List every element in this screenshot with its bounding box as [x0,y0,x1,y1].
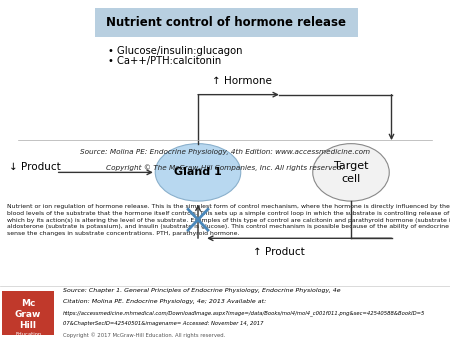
Text: Gland 1: Gland 1 [174,167,222,177]
Ellipse shape [160,147,236,198]
Text: Copyright © The McGraw-Hill Companies, Inc. All rights reserved.: Copyright © The McGraw-Hill Companies, I… [106,164,344,171]
Text: Nutrient or ion regulation of hormone release. This is the simplest form of cont: Nutrient or ion regulation of hormone re… [7,204,450,236]
Text: • Glucose/insulin:glucagon: • Glucose/insulin:glucagon [108,46,243,56]
Ellipse shape [184,163,212,182]
FancyBboxPatch shape [2,291,54,335]
Ellipse shape [168,152,228,192]
Text: Education: Education [15,332,41,337]
Text: Target
cell: Target cell [334,161,368,184]
Text: 07&ChapterSecID=42540501&imagename= Accessed: November 14, 2017: 07&ChapterSecID=42540501&imagename= Acce… [63,321,264,327]
Ellipse shape [313,144,389,201]
Ellipse shape [176,158,220,187]
Text: Citation: Molina PE. Endocrine Physiology, 4e; 2013 Available at:: Citation: Molina PE. Endocrine Physiolog… [63,299,266,304]
Text: ↑ Product: ↑ Product [253,247,305,257]
Ellipse shape [178,159,218,186]
Text: Source: Molina PE: Endocrine Physiology, 4th Edition: www.accessmedicine.com: Source: Molina PE: Endocrine Physiology,… [80,149,370,155]
Ellipse shape [181,161,215,184]
Text: Mc: Mc [21,298,35,308]
Ellipse shape [155,144,241,201]
Text: Copyright © 2017 McGraw-Hill Education. All rights reserved.: Copyright © 2017 McGraw-Hill Education. … [63,333,225,338]
Text: Hill: Hill [20,321,36,331]
Text: ↓ Product: ↓ Product [9,162,61,172]
Text: Graw: Graw [15,310,41,319]
Text: ↑ Hormone: ↑ Hormone [212,76,271,86]
Ellipse shape [173,156,223,189]
Text: https://accessmedicine.mhmedical.com/DownloadImage.aspx?image=/data/Books/mol4/m: https://accessmedicine.mhmedical.com/Dow… [63,310,425,316]
Ellipse shape [163,149,233,196]
FancyBboxPatch shape [94,8,358,37]
Ellipse shape [166,150,230,194]
Text: • Ca++/PTH:calcitonin: • Ca++/PTH:calcitonin [108,56,221,66]
Text: Nutrient control of hormone release: Nutrient control of hormone release [106,16,346,29]
Ellipse shape [171,154,225,191]
Text: Source: Chapter 1. General Principles of Endocrine Physiology, Endocrine Physiol: Source: Chapter 1. General Principles of… [63,288,341,293]
